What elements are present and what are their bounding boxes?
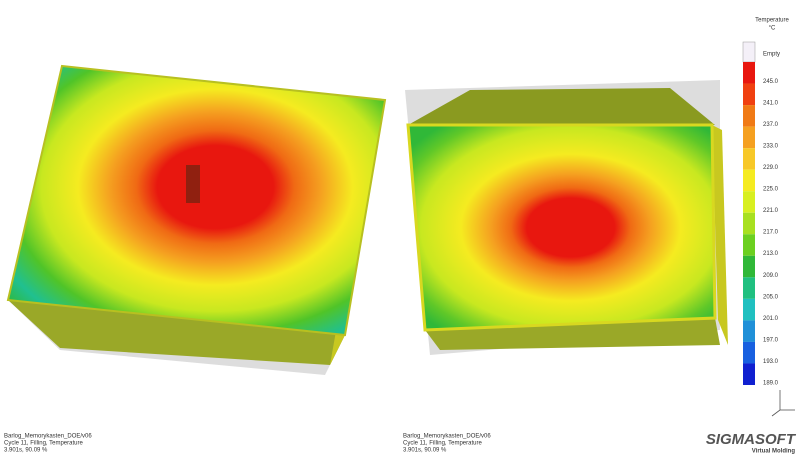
legend-label: 189.0 <box>763 380 779 386</box>
legend-empty: Empty <box>763 52 780 58</box>
left-part <box>6 64 387 375</box>
sprue <box>186 165 200 203</box>
legend-swatch <box>743 363 755 385</box>
caption-line: Barlog_Memorykasten_DOE/v06 <box>403 434 491 440</box>
legend-label: 217.0 <box>763 230 779 236</box>
legend-swatch <box>743 62 755 84</box>
legend-swatch <box>743 191 755 213</box>
legend-label: 221.0 <box>763 208 779 214</box>
legend-swatch <box>743 169 755 192</box>
side-face <box>425 318 720 350</box>
legend-title: Temperature <box>755 18 789 24</box>
legend-swatch <box>743 277 755 299</box>
caption-line: Barlog_Memorykasten_DOE/v06 <box>4 434 92 440</box>
legend-label: 213.0 <box>763 251 779 257</box>
logo-tagline: Virtual Molding <box>752 449 796 455</box>
caption-line: 3.901s, 90.09 % <box>4 448 48 454</box>
legend-label: 197.0 <box>763 337 779 343</box>
legend-swatch <box>743 234 755 256</box>
legend-swatch <box>743 298 755 321</box>
legend-swatch <box>743 320 755 342</box>
legend-label: 201.0 <box>763 316 779 322</box>
right-part <box>405 80 728 355</box>
caption-line: 3.901s, 90.09 % <box>403 448 447 454</box>
left-caption: Barlog_Memorykasten_DOE/v06 Cycle 11, Fi… <box>4 434 92 454</box>
legend-label: 241.0 <box>763 100 779 106</box>
legend-unit: °C <box>769 26 776 32</box>
logo: SIGMASOFT <box>706 431 797 448</box>
empty-swatch <box>742 41 756 63</box>
caption-line: Cycle 11, Filling, Temperature <box>4 441 83 447</box>
legend-label: 245.0 <box>763 79 779 85</box>
legend-swatch <box>743 212 755 235</box>
caption-line: Cycle 11, Filling, Temperature <box>403 441 482 447</box>
legend-label: 209.0 <box>763 273 779 279</box>
legend-label: 205.0 <box>763 294 779 300</box>
side-face <box>712 125 728 345</box>
legend-label: 237.0 <box>763 122 779 128</box>
legend: Temperature °C Empty 245.0 241.0 237.0 233.… <box>742 18 790 386</box>
axis-triad <box>771 390 795 417</box>
legend-swatch <box>743 105 755 127</box>
legend-label: 193.0 <box>763 359 779 365</box>
legend-swatch <box>743 148 755 170</box>
side-face <box>408 88 715 125</box>
legend-label: 229.0 <box>763 165 779 171</box>
legend-swatch <box>743 255 755 278</box>
legend-swatch <box>743 341 755 364</box>
legend-label: 225.0 <box>763 187 779 193</box>
legend-swatches: 245.0 241.0 237.0 233.0 229.0 225.0 221.0 217.0… <box>743 62 779 386</box>
legend-swatch <box>743 126 755 149</box>
right-caption: Barlog_Memorykasten_DOE/v06 Cycle 11, Fi… <box>403 434 491 454</box>
top-face <box>406 123 717 332</box>
legend-label: 233.0 <box>763 144 779 150</box>
side-face <box>8 300 345 365</box>
legend-swatch <box>743 83 755 106</box>
